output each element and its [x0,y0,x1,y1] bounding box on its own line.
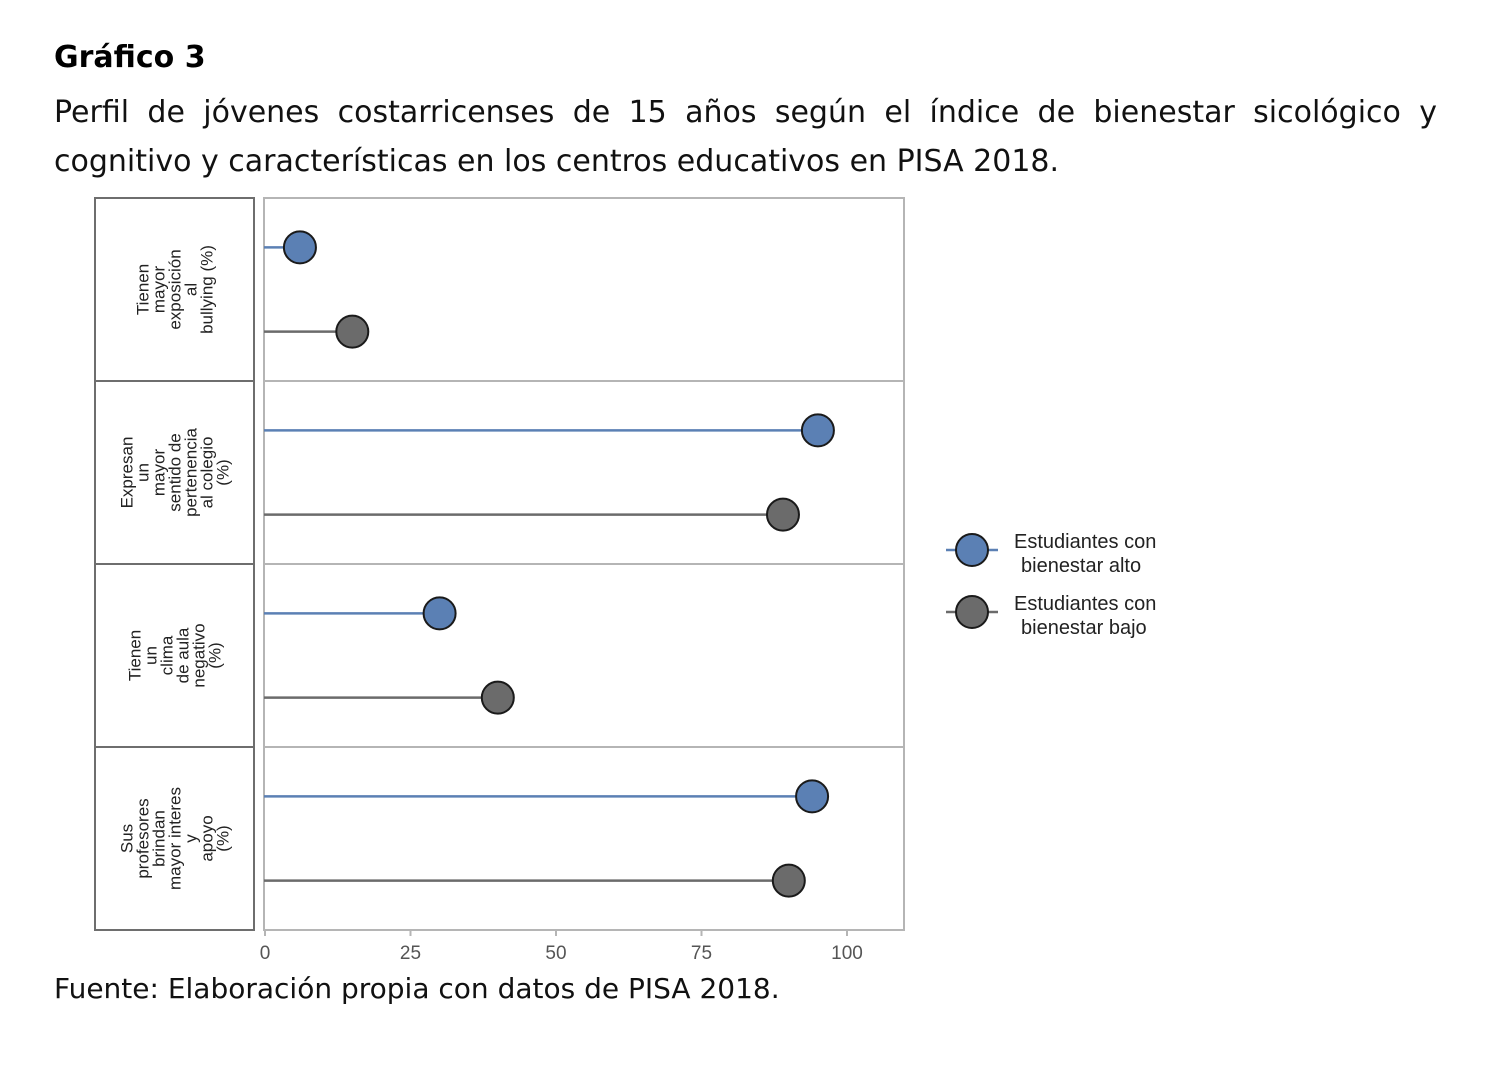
legend-key-point [956,534,988,566]
panel-label-line: (%) [214,459,233,485]
lollipop-point [773,865,805,897]
legend-key-point [956,596,988,628]
lollipop-point [424,597,456,629]
x-tick-label: 50 [545,943,566,964]
lollipop-point [802,414,834,446]
panel-label-line: bullying (%) [198,245,217,334]
x-tick-label: 75 [691,943,712,964]
x-axis: 0 25 50 75 100 [260,930,863,964]
legend-label: bienestar alto [1021,555,1141,577]
panel-label-line: (%) [214,825,233,851]
x-tick-label: 0 [260,943,271,964]
lollipop-point [767,499,799,531]
panel-label: Expresanunmayorsentido depertenenciaal c… [118,428,233,517]
lollipop-point [336,316,368,348]
panel-label-line: (%) [206,642,225,668]
lollipop-chart: Tienenmayorexposiciónalbullying (%)Expre… [0,0,1500,1091]
legend-label: Estudiantes con [1014,593,1156,615]
figure-source: Fuente: Elaboración propia con datos de … [54,972,780,1005]
panel-strips: Tienenmayorexposiciónalbullying (%)Expre… [95,198,254,930]
x-tick-label: 100 [831,943,863,964]
lollipop-point [482,682,514,714]
lollipop-point [284,231,316,263]
lollipop-point [796,780,828,812]
plot-area [264,198,904,930]
legend-label: bienestar bajo [1021,617,1147,639]
x-tick-label: 25 [400,943,421,964]
legend-label: Estudiantes con [1014,531,1156,553]
